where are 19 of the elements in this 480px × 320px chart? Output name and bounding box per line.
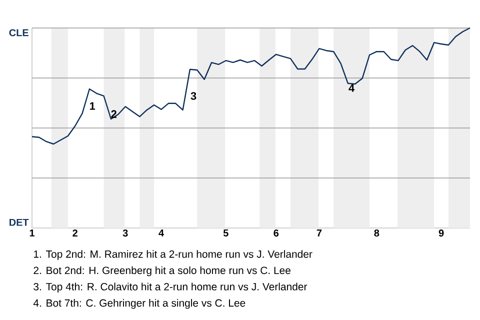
text: CLE xyxy=(9,29,28,36)
x-tick-label: 7 xyxy=(316,230,322,236)
annotation: 3 xyxy=(190,92,196,100)
x-tick-label: 9 xyxy=(438,230,444,237)
annotation: 4 xyxy=(348,84,355,92)
x-tick-label: 5 xyxy=(223,230,228,236)
x-tick-label: 4 xyxy=(158,230,164,236)
x-tick-label: 1 xyxy=(30,230,34,236)
x-tick-label: 6 xyxy=(274,230,279,237)
text: 1. Top 2nd: M. Ramirez hit a 2-run home run vs J. Verlander xyxy=(34,250,312,260)
text: 4. Bot 7th: C. Gehringer hit a single vs C. Lee xyxy=(33,299,246,309)
text: 2. Bot 2nd: H. Greenberg hit a solo home run vs C. Lee xyxy=(34,266,290,276)
x-tick-label: 8 xyxy=(374,230,380,237)
x-tick-label: 2 xyxy=(72,230,78,236)
x-tick-label: 3 xyxy=(122,230,128,237)
text: 3. Top 4th: R. Colavito hit a 2-run home run vs J. Verlander xyxy=(34,282,308,292)
annotation: 1 xyxy=(90,102,96,110)
text: DET xyxy=(10,218,29,226)
annotation: 2 xyxy=(111,110,116,118)
